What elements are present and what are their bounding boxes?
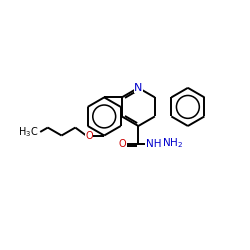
Text: NH$_2$: NH$_2$: [162, 137, 183, 150]
Text: H$_3$C: H$_3$C: [18, 125, 38, 139]
Text: NH: NH: [146, 138, 161, 148]
Text: N: N: [134, 83, 142, 93]
Text: O: O: [119, 138, 126, 148]
Text: O: O: [85, 130, 93, 140]
